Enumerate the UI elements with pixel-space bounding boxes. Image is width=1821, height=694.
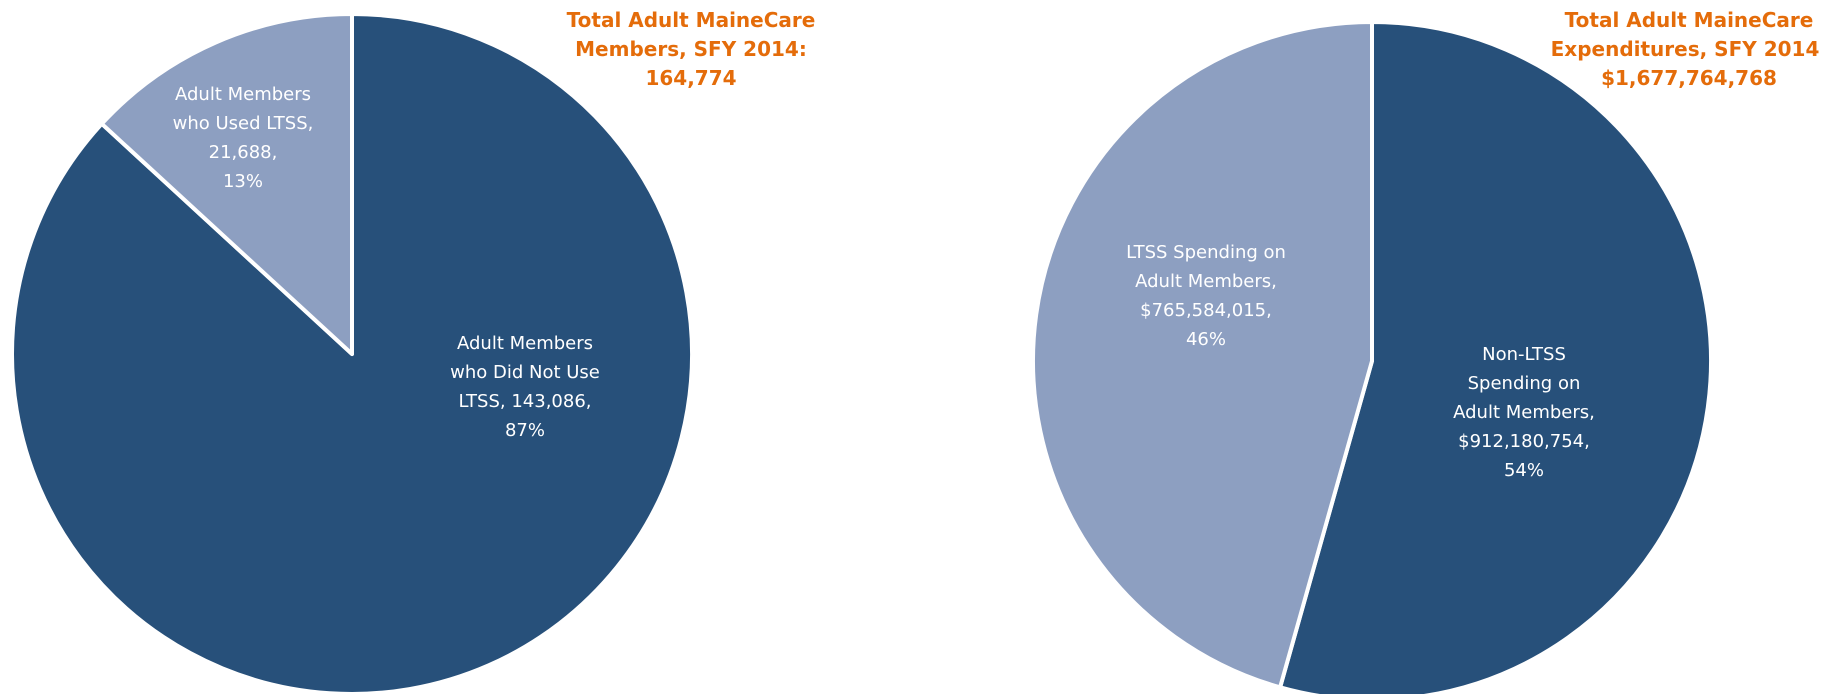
slice-label-line: 21,688, — [209, 142, 278, 163]
slice-label-line: who Used LTSS, — [173, 113, 314, 134]
slice-label-line: $765,584,015, — [1140, 300, 1272, 321]
slice-label: LTSS Spending on Adult Members, $765,584,0… — [1126, 242, 1286, 350]
chart-title-line: Members, SFY 2014: — [575, 37, 807, 61]
slice-label-line: 54% — [1504, 460, 1544, 481]
pie-slice — [1031, 20, 1374, 690]
chart-title: Total Adult MaineCare Expenditures, SFY 2… — [1551, 8, 1821, 90]
chart-title: Total Adult MaineCare Members, SFY 2014: 1… — [567, 8, 816, 90]
slice-label-line: Adult Members, — [1453, 402, 1595, 423]
slice-label-line: Adult Members — [175, 84, 311, 105]
slice-label-line: Adult Members — [457, 333, 593, 354]
slice-label-line: Spending on — [1468, 373, 1581, 394]
slice-label: Adult Members who Did Not Use LTSS, 143,08… — [450, 333, 600, 441]
slice-label-line: 46% — [1186, 329, 1226, 350]
slice-label: Non-LTSS Spending on Adult Members, $912,18… — [1453, 344, 1595, 481]
pie-slice — [99, 12, 354, 356]
pie-slice — [1278, 20, 1714, 694]
slice-label-line: 87% — [505, 420, 545, 441]
chart-title-line: Total Adult MaineCare — [1565, 8, 1814, 32]
slice-label-line: Adult Members, — [1135, 271, 1277, 292]
chart-title-line: 164,774 — [645, 66, 736, 90]
slice-label-line: Non-LTSS — [1482, 344, 1566, 365]
slice-label-line: $912,180,754, — [1458, 431, 1590, 452]
slice-label-line: LTSS Spending on — [1126, 242, 1286, 263]
chart-title-line: Total Adult MaineCare — [567, 8, 816, 32]
chart-title-line: $1,677,764,768 — [1601, 66, 1777, 90]
slice-label: Adult Members who Used LTSS, 21,688, 13% — [173, 84, 314, 192]
slice-label-line: 13% — [223, 171, 263, 192]
chart-title-line: Expenditures, SFY 2014: — [1551, 37, 1821, 61]
slice-label-line: LTSS, 143,086, — [459, 391, 592, 412]
slice-label-line: who Did Not Use — [450, 362, 600, 383]
